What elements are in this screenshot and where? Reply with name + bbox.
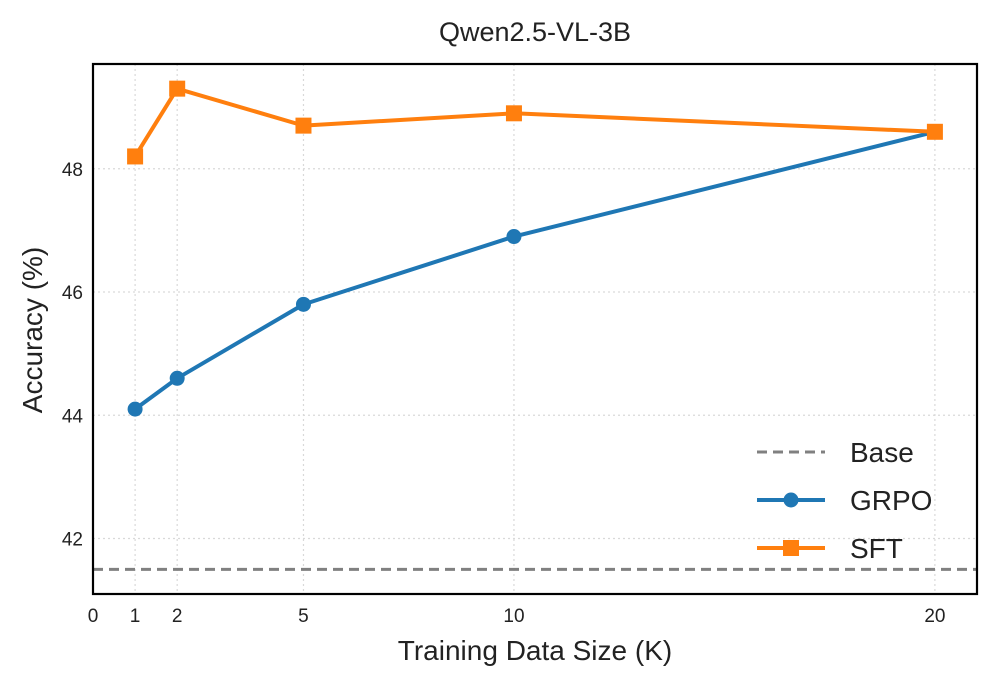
x-tick-label: 20 bbox=[924, 606, 945, 627]
series-layer bbox=[127, 80, 943, 417]
legend: Base GRPO SFT bbox=[757, 437, 932, 564]
x-tick-label: 2 bbox=[172, 606, 183, 627]
x-tick-label: 1 bbox=[130, 606, 141, 627]
x-tick-label: 10 bbox=[503, 606, 524, 627]
sft-point bbox=[926, 123, 943, 140]
grpo-point bbox=[127, 401, 143, 417]
grpo-point bbox=[506, 229, 522, 245]
grid bbox=[92, 64, 977, 594]
sft-point bbox=[505, 105, 522, 122]
grpo-line bbox=[133, 129, 936, 411]
legend-grpo-label: GRPO bbox=[850, 485, 932, 516]
sft-line bbox=[133, 86, 935, 158]
tick-labels: 0 1 2 5 10 20 42 44 46 48 bbox=[62, 160, 946, 627]
y-tick-label: 42 bbox=[62, 530, 83, 551]
x-tick-label: 0 bbox=[88, 606, 99, 627]
legend-sft-marker bbox=[783, 540, 799, 556]
y-axis-label: Accuracy (%) bbox=[17, 247, 48, 413]
x-axis-label: Training Data Size (K) bbox=[398, 635, 672, 666]
grpo-point bbox=[169, 370, 185, 386]
plot-frame bbox=[91, 62, 979, 596]
sft-point bbox=[127, 148, 144, 165]
chart-title: Qwen2.5-VL-3B bbox=[439, 17, 631, 47]
sft-point bbox=[169, 80, 186, 97]
legend-base-label: Base bbox=[850, 437, 914, 468]
legend-grpo-marker bbox=[783, 492, 799, 508]
y-tick-label: 48 bbox=[62, 160, 83, 181]
y-tick-label: 44 bbox=[62, 406, 84, 427]
grpo-point bbox=[295, 296, 311, 312]
sft-point bbox=[295, 117, 312, 134]
x-tick-label: 5 bbox=[298, 606, 309, 627]
y-tick-label: 46 bbox=[62, 283, 83, 304]
legend-sft-label: SFT bbox=[850, 533, 903, 564]
